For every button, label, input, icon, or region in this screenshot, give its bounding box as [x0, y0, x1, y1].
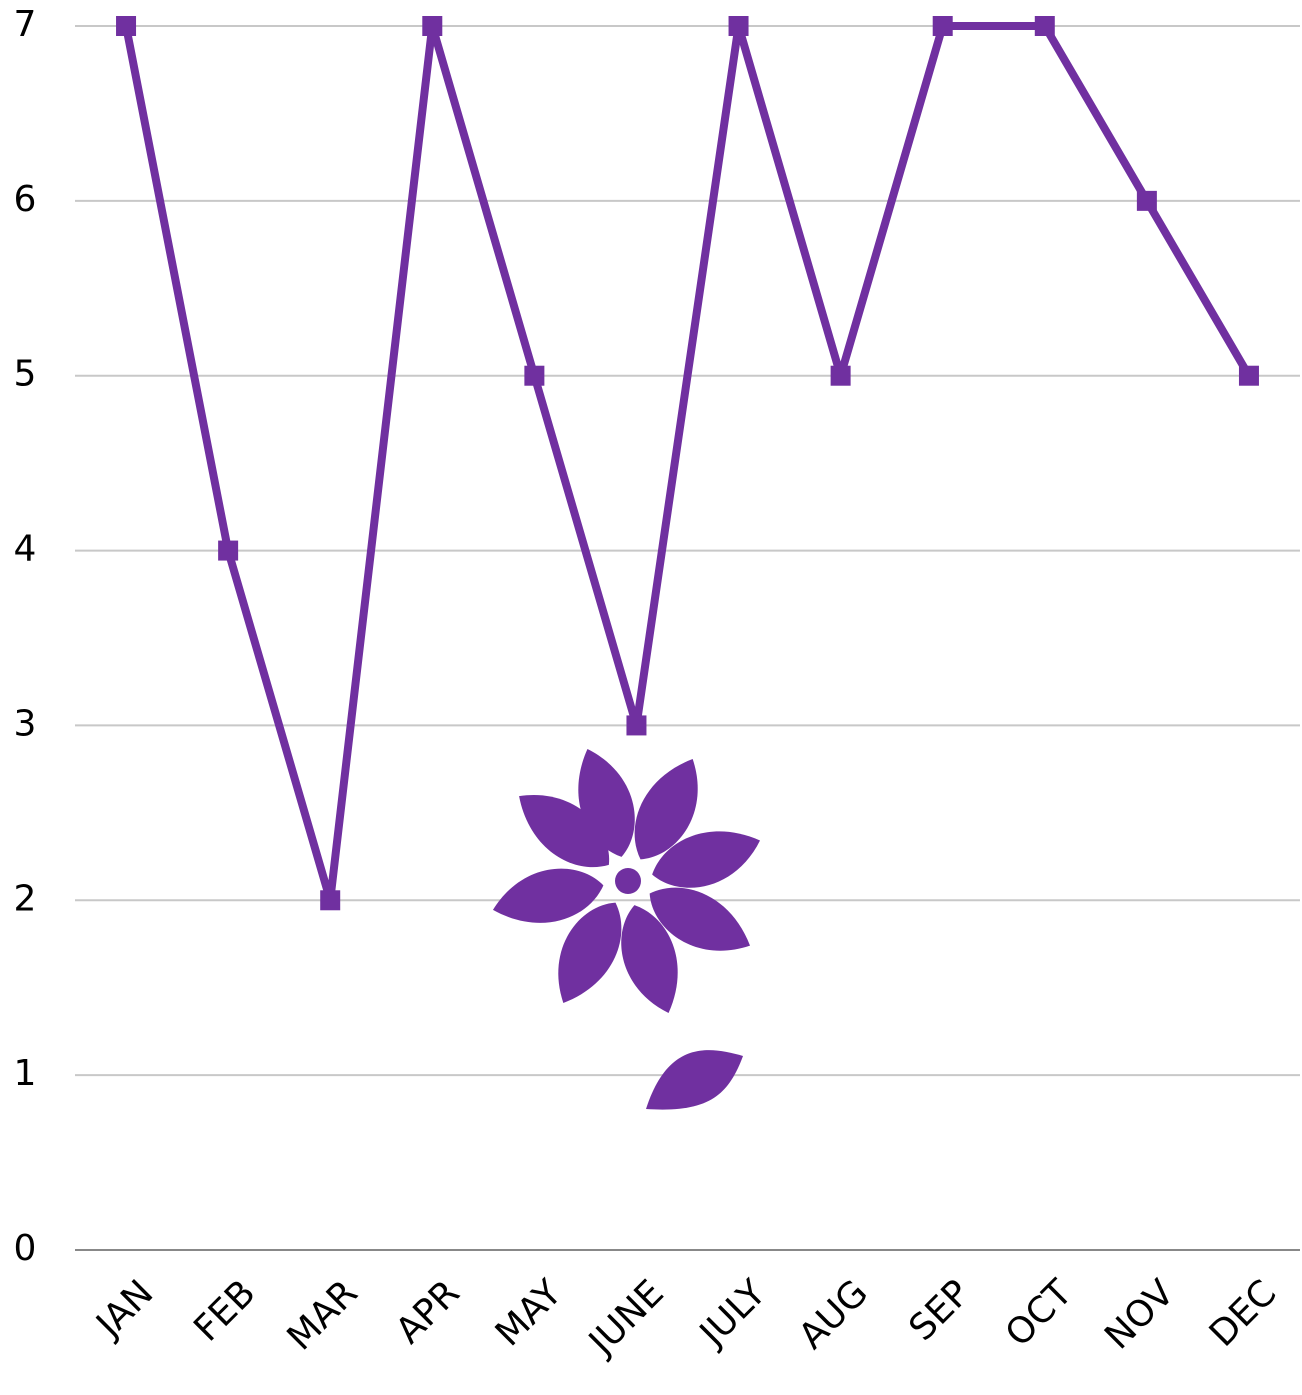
y-tick-label: 7	[14, 4, 37, 45]
y-tick-label: 5	[14, 354, 37, 395]
y-tick-label: 2	[14, 878, 37, 919]
y-tick-label: 3	[14, 703, 37, 744]
chart: 0 1 2 3 4 5 6 7 JAN FEBMAR APR MAYJUNEJULYAUG SEPOC…	[0, 0, 1302, 1395]
x-tick-label: APR	[388, 1272, 467, 1351]
data-point	[116, 16, 136, 36]
x-tick-label: OCT	[998, 1272, 1081, 1355]
x-tick-label: MAR	[280, 1272, 366, 1358]
x-tick-label: MAY	[488, 1272, 571, 1355]
y-tick-label: 4	[14, 529, 37, 570]
page: 0 1 2 3 4 5 6 7 JAN FEBMAR APR MAYJUNEJULYAUG SEPOC…	[0, 0, 1302, 1395]
data-point	[729, 16, 749, 36]
data-point	[933, 16, 953, 36]
x-tick-label: FEB	[186, 1272, 263, 1349]
flower-decoration	[488, 741, 768, 1109]
data-point	[1035, 16, 1055, 36]
data-point	[626, 715, 646, 735]
data-point	[831, 366, 851, 386]
data-point	[1137, 191, 1157, 211]
x-tick-label: SEP	[902, 1272, 979, 1349]
x-tick-label: AUG	[791, 1272, 876, 1357]
data-point	[320, 890, 340, 910]
data-point	[1239, 366, 1259, 386]
x-tick-label: JAN	[88, 1272, 162, 1346]
data-point	[524, 366, 544, 386]
y-tick-label: 1	[14, 1053, 37, 1094]
y-tick-label: 0	[14, 1228, 37, 1269]
data-point	[422, 16, 442, 36]
y-tick-label: 6	[14, 179, 37, 220]
x-tick-label: JULY	[691, 1272, 775, 1356]
data-point	[218, 541, 238, 561]
x-tick-label: DEC	[1202, 1272, 1284, 1354]
x-tick-label: JUNE	[580, 1272, 672, 1364]
x-tick-label: NOV	[1097, 1272, 1182, 1357]
